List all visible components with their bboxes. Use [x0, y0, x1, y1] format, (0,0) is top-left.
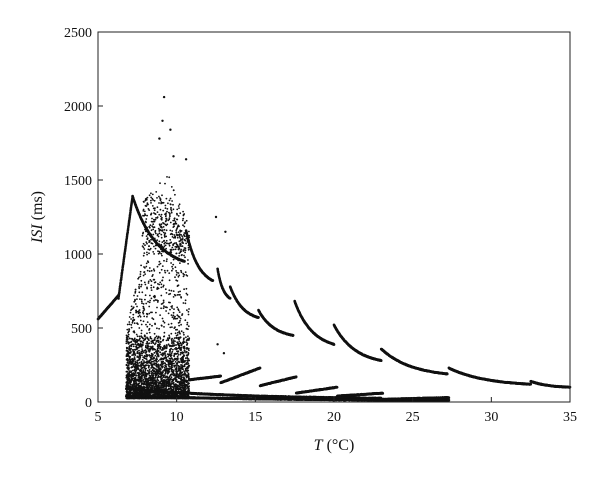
branch-point — [126, 227, 130, 231]
branch-point — [219, 374, 222, 378]
branch-point — [126, 230, 129, 234]
branch-point — [294, 375, 298, 379]
branch-point — [335, 386, 339, 389]
branch-point — [257, 316, 260, 319]
branch-point — [117, 297, 120, 300]
branch-point — [446, 372, 449, 376]
branch-point — [121, 268, 124, 271]
branch-point — [447, 396, 451, 400]
branch-point — [291, 333, 295, 337]
branch-point — [332, 343, 336, 346]
branch-point — [529, 383, 532, 386]
branch-point — [211, 279, 215, 282]
data-points — [96, 95, 572, 402]
branch-point — [120, 271, 124, 274]
branch-point — [379, 359, 383, 363]
branch-point — [129, 211, 132, 214]
branch-point — [381, 392, 385, 395]
branch-point — [228, 297, 232, 300]
branch-point — [119, 281, 122, 284]
branch-point — [258, 366, 262, 370]
